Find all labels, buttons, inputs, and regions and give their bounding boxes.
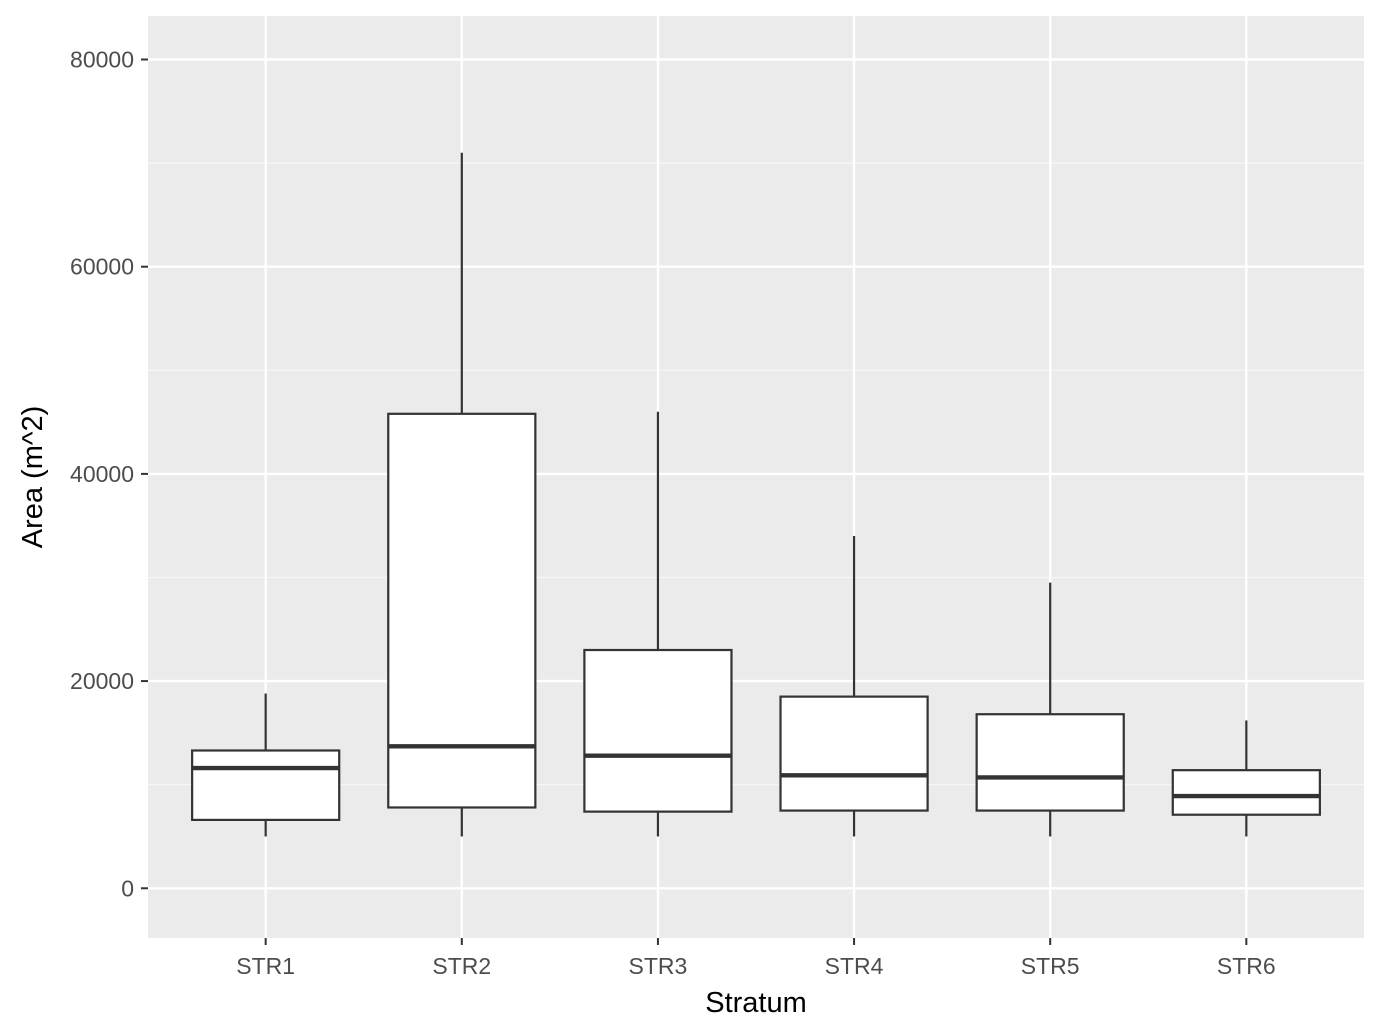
box-str4: [779, 536, 929, 837]
iqr-box: [975, 713, 1125, 812]
x-tick-label: STR4: [825, 953, 884, 979]
box-str5: [975, 582, 1125, 837]
y-axis: 0 20000 40000 60000 80000: [70, 47, 148, 901]
x-tick-label: STR3: [629, 953, 688, 979]
x-tick-label: STR6: [1217, 953, 1276, 979]
y-tick-label: 20000: [70, 668, 134, 694]
x-axis: STR1 STR2 STR3 STR4 STR5 STR6: [236, 938, 1276, 979]
box-str1: [191, 693, 341, 837]
iqr-box: [583, 648, 733, 813]
box-series: [191, 152, 1321, 837]
box-str2: [387, 152, 537, 837]
y-tick-label: 60000: [70, 254, 134, 280]
box-str6: [1171, 720, 1321, 837]
y-axis-title: Area (m^2): [17, 406, 49, 549]
y-tick-label: 0: [121, 875, 134, 901]
y-tick-label: 80000: [70, 47, 134, 73]
iqr-box: [191, 749, 341, 822]
box-str3: [583, 411, 733, 837]
x-tick-label: STR2: [432, 953, 491, 979]
iqr-box: [1171, 769, 1321, 816]
iqr-box: [387, 412, 537, 809]
x-tick-label: STR1: [236, 953, 295, 979]
x-axis-title: Stratum: [705, 987, 807, 1019]
x-tick-label: STR5: [1021, 953, 1080, 979]
iqr-box: [779, 695, 929, 812]
y-tick-label: 40000: [70, 461, 134, 487]
minor-gridlines: [148, 162, 1364, 786]
